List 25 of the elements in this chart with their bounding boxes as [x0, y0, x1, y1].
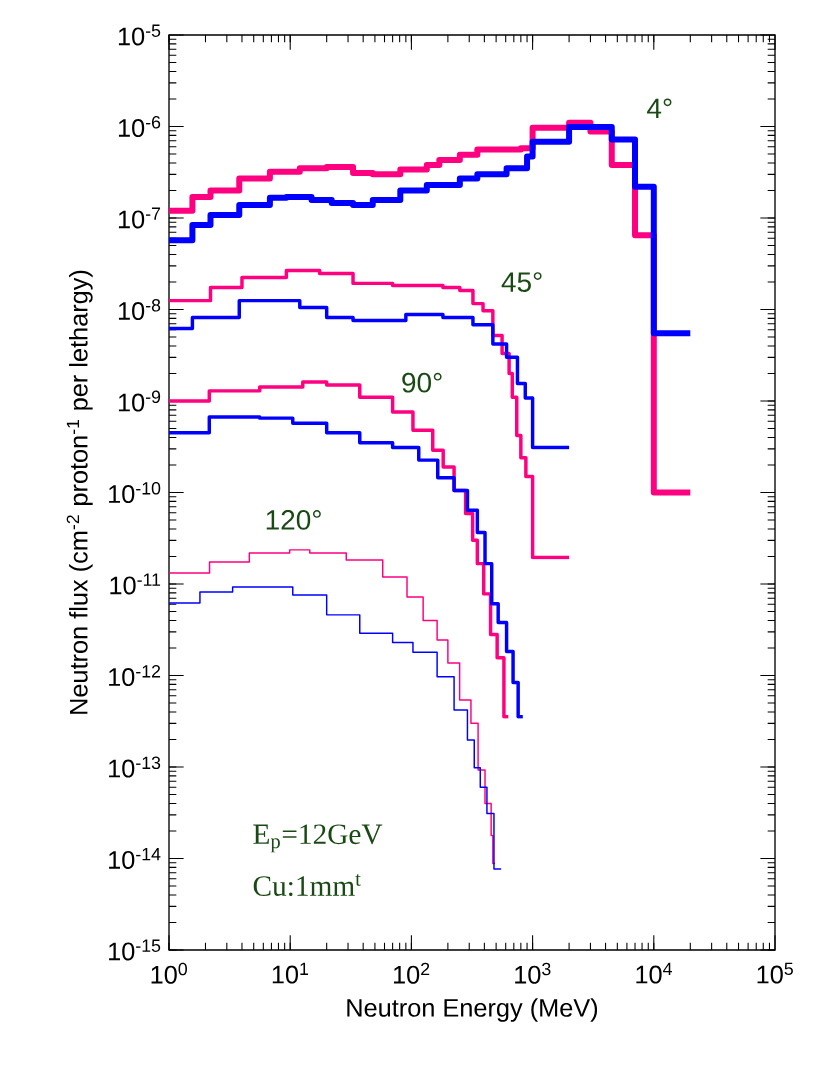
annotation: E$_{p}$=12GeV	[253, 824, 383, 853]
y-tick-label: 10$^{-9}$	[118, 390, 161, 412]
y-tick-label: 10$^{-6}$	[118, 116, 161, 138]
x-tick-label: 10$^{2}$	[393, 962, 430, 984]
annotation: 90°	[402, 372, 442, 393]
y-axis-title: Neutron flux (cm$^{-2}$ proton$^{-1}$ per lethargy)	[66, 270, 93, 714]
x-tick-label: 10$^{1}$	[272, 962, 309, 984]
annotation: 45°	[501, 272, 542, 292]
y-tick-label: 10$^{-8}$	[118, 299, 161, 321]
annotation: 120°	[266, 510, 321, 530]
y-tick-label: 10$^{-5}$	[118, 24, 161, 46]
y-tick-label: 10$^{-7}$	[118, 207, 161, 229]
y-tick-label: 10$^{-14}$	[109, 848, 161, 869]
x-tick-label: 10$^{0}$	[151, 962, 187, 984]
y-tick-label: 10$^{-12}$	[109, 665, 161, 687]
y-tick-label: 10$^{-10}$	[109, 482, 161, 504]
x-tick-label: 10$^{3}$	[515, 962, 551, 984]
y-tick-label: 10$^{-11}$	[110, 573, 161, 595]
x-tick-label: 10$^{4}$	[636, 962, 672, 984]
x-tick-label: 10$^{5}$	[757, 962, 793, 984]
annotation: Cu:1mm$^{t}$	[253, 874, 361, 897]
y-tick-label: 10$^{-15}$	[109, 939, 161, 961]
x-axis-title: Neutron Energy (MeV)	[347, 998, 598, 1022]
y-tick-label: 10$^{-13}$	[109, 756, 161, 778]
annotation: 4°	[647, 98, 672, 118]
